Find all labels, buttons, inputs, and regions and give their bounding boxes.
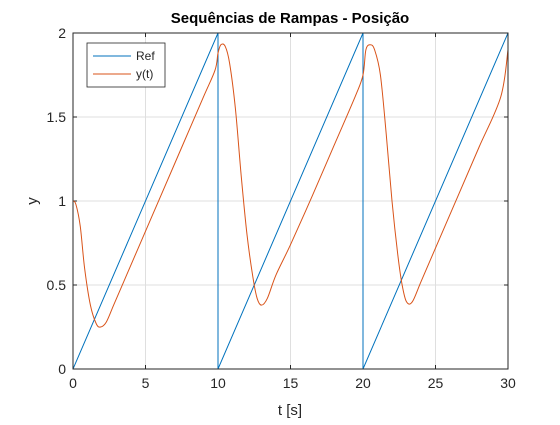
x-tick-label: 30 — [500, 375, 516, 391]
legend-box — [86, 42, 166, 88]
x-tick-label: 0 — [69, 375, 77, 391]
y-tick-labels: 0 0.5 1 1.5 2 — [47, 25, 67, 377]
y-tick-label: 0 — [58, 361, 66, 377]
x-tick-label: 25 — [428, 375, 444, 391]
x-tick-labels: 0 5 10 15 20 25 30 — [69, 375, 516, 391]
legend-label: y(t) — [136, 67, 153, 81]
y-tick-label: 1.5 — [47, 109, 67, 125]
y-axis-label: y — [24, 197, 41, 205]
series-layer — [73, 33, 508, 369]
x-tick-label: 20 — [355, 375, 371, 391]
y-tick-label: 1 — [58, 193, 66, 209]
legend-label: Ref — [136, 49, 155, 63]
x-tick-label: 10 — [210, 375, 226, 391]
x-tick-label: 5 — [142, 375, 150, 391]
legend: Ref y(t) — [86, 42, 166, 88]
y-tick-label: 2 — [58, 25, 66, 41]
chart-title: Sequências de Rampas - Posição — [171, 10, 409, 27]
plot-frame — [72, 32, 509, 370]
series-line-y-t — [73, 43, 508, 328]
y-tick-label: 0.5 — [47, 277, 67, 293]
x-axis-label: t [s] — [278, 402, 302, 419]
x-tick-label: 15 — [283, 375, 299, 391]
